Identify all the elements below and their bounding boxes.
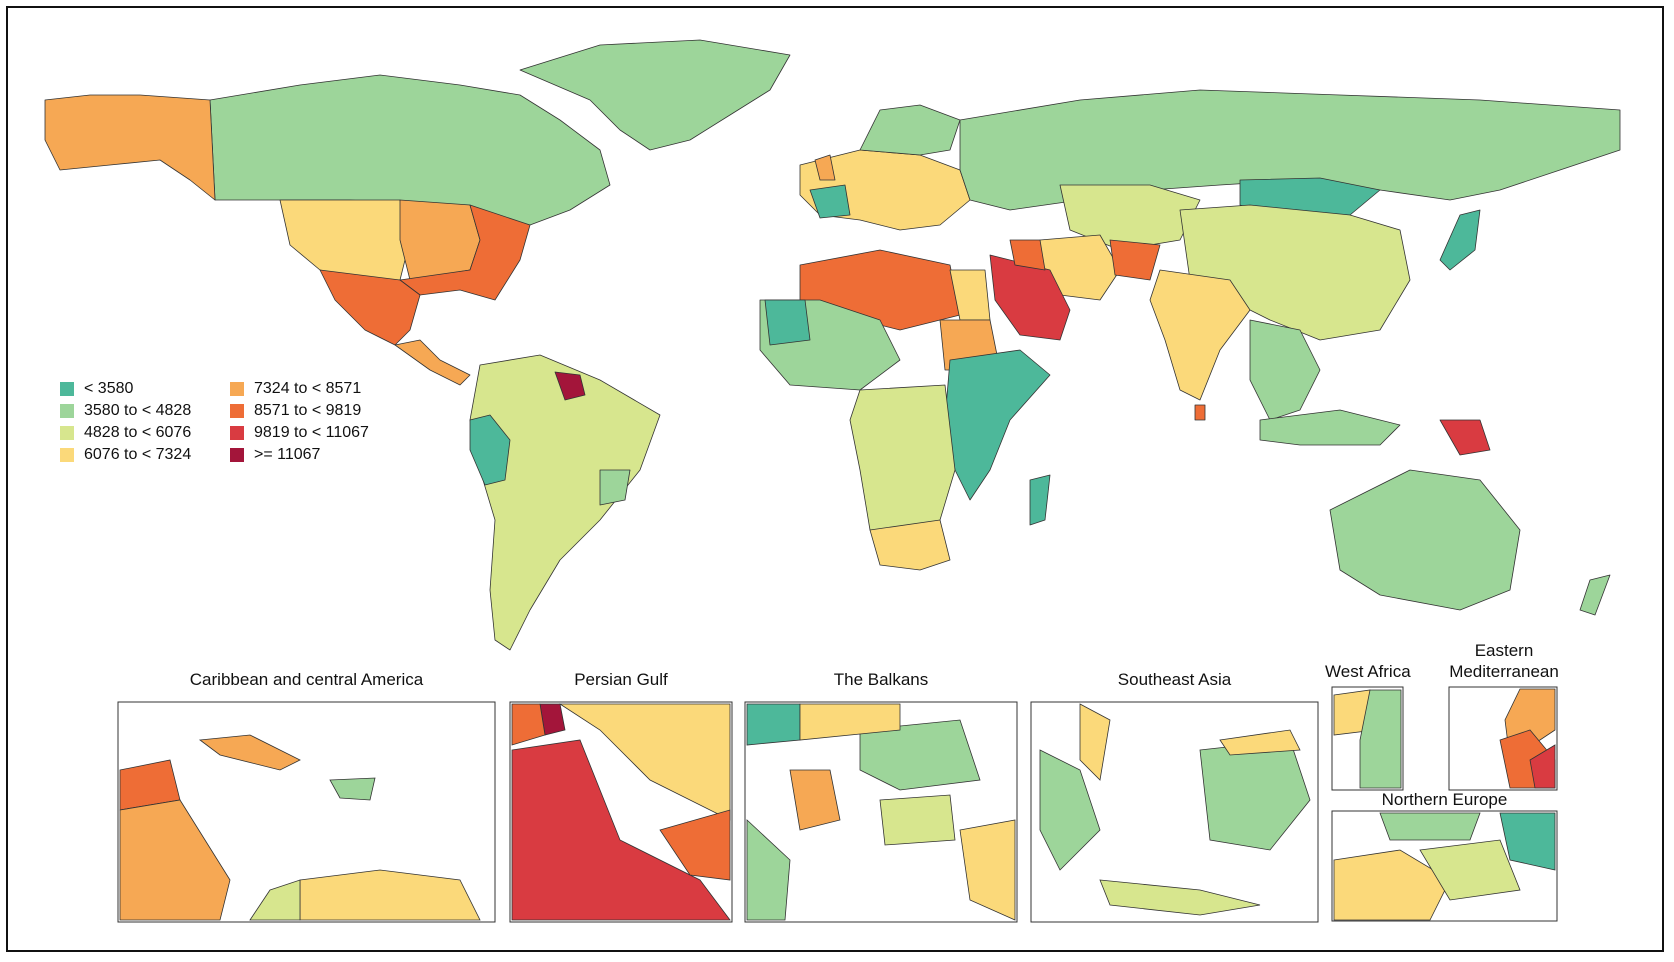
inset-sea-thailand (1079, 703, 1111, 781)
region-central-america (394, 339, 471, 386)
region-usa-central (399, 199, 481, 281)
region-southern-africa (869, 519, 951, 571)
region-indonesia (1259, 409, 1401, 446)
region-usa-east (399, 204, 531, 301)
region-afghanistan (1109, 239, 1161, 281)
inset-balkans-austria (799, 703, 901, 741)
region-madagascar (1029, 474, 1051, 526)
region-usa-west (279, 199, 411, 281)
legend-label: 7324 to < 8571 (254, 380, 362, 397)
region-png (1439, 419, 1491, 456)
inset-ne-east (1499, 812, 1556, 871)
legend-swatch (230, 382, 244, 396)
inset-title-northern-europe: Northern Europe (1381, 790, 1508, 809)
inset-title-west-africa: West Africa (1325, 662, 1411, 681)
legend-item: 3580 to < 4828 (60, 402, 230, 420)
legend-item: 9819 to < 11067 (230, 424, 400, 442)
region-france (809, 184, 851, 219)
legend-swatch (60, 382, 74, 396)
inset-title-eastern-med: Eastern Mediterranean (1449, 641, 1559, 681)
inset-gulf-iran (558, 703, 731, 821)
inset-balkans-turkey (959, 819, 1016, 921)
region-uk (814, 154, 836, 181)
inset-balkans-bulgaria (879, 794, 956, 846)
inset-sea-malay (1039, 749, 1101, 871)
legend-label: >= 11067 (254, 446, 321, 463)
inset-balkans-serbia (789, 769, 841, 831)
map-frame (6, 6, 1664, 952)
legend-swatch (230, 426, 244, 440)
region-india (1149, 269, 1251, 401)
legend-label: 4828 to < 6076 (84, 424, 192, 441)
region-mexico (319, 269, 421, 346)
legend-label: 3580 to < 4828 (84, 402, 192, 419)
inset-em-syria (1529, 744, 1556, 789)
inset-title-se-asia: Southeast Asia (1117, 670, 1232, 689)
legend-item: 7324 to < 8571 (230, 380, 400, 398)
region-alaska (44, 94, 216, 201)
inset-sea-sumatra (1099, 879, 1261, 916)
inset-balkans-romania (859, 719, 981, 791)
region-newzealand (1579, 574, 1611, 616)
legend: < 3580 7324 to < 8571 3580 to < 4828 8571 t… (60, 380, 400, 464)
legend-item: >= 11067 (230, 446, 400, 464)
inset-wa-guinea (1359, 689, 1402, 789)
legend-item: 6076 to < 7324 (60, 446, 230, 464)
legend-label: < 3580 (84, 380, 134, 397)
legend-label: 6076 to < 7324 (84, 446, 192, 463)
legend-item: 8571 to < 9819 (230, 402, 400, 420)
region-se-asia (1249, 319, 1321, 421)
inset-title-caribbean: Caribbean and central America (189, 670, 424, 689)
inset-sea-borneo-north (1219, 729, 1301, 756)
region-saudi (989, 254, 1071, 341)
inset-caribbean-central (119, 799, 231, 921)
inset-balkans-hungary (746, 703, 801, 746)
region-greenland (519, 39, 791, 151)
region-iraq (1009, 239, 1046, 271)
legend-label: 9819 to < 11067 (254, 424, 369, 441)
inset-ne-germany (1333, 849, 1451, 921)
legend-swatch (230, 448, 244, 462)
inset-title-balkans: The Balkans (833, 670, 929, 689)
region-australia (1329, 469, 1521, 611)
legend-swatch (60, 448, 74, 462)
inset-gulf-uae (659, 809, 731, 881)
region-brazil-east (599, 469, 631, 506)
inset-caribbean-cuba (198, 734, 301, 771)
legend-swatch (60, 426, 74, 440)
inset-gulf-land (511, 739, 731, 921)
inset-gulf-iraq (511, 703, 546, 746)
legend-item: < 3580 (60, 380, 230, 398)
inset-caribbean-colombia (249, 879, 301, 921)
inset-ne-poland (1419, 839, 1521, 901)
region-scandinavia (859, 104, 961, 156)
inset-title-persian-gulf: Persian Gulf (574, 670, 668, 689)
region-suriname (554, 371, 586, 401)
region-east-africa (944, 349, 1051, 501)
region-mauritania (764, 299, 811, 346)
inset-ne-scandinavia (1379, 812, 1481, 841)
region-srilanka (1194, 404, 1206, 421)
inset-caribbean-hispaniola (329, 777, 376, 801)
legend-swatch (60, 404, 74, 418)
legend-item: 4828 to < 6076 (60, 424, 230, 442)
region-peru (469, 414, 511, 486)
legend-swatch (230, 404, 244, 418)
legend-label: 8571 to < 9819 (254, 402, 362, 419)
region-south-america (469, 354, 661, 651)
region-central-asia (1059, 184, 1201, 251)
inset-balkans-italy (746, 819, 791, 921)
region-japan (1439, 209, 1481, 271)
region-russia (959, 89, 1621, 211)
